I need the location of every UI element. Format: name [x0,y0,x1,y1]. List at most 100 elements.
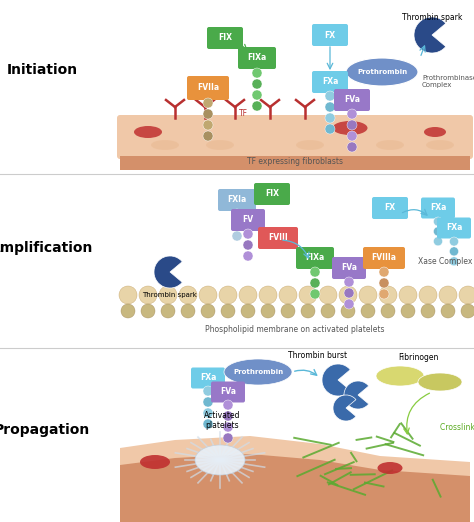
Circle shape [459,286,474,304]
Text: FXIa: FXIa [228,196,246,205]
Text: FV: FV [242,216,254,224]
Ellipse shape [151,140,179,150]
Text: FVIIa: FVIIa [197,84,219,92]
FancyBboxPatch shape [238,47,276,69]
Text: FXa: FXa [322,77,338,87]
Circle shape [243,240,253,250]
Circle shape [347,109,357,119]
Circle shape [379,267,389,277]
FancyBboxPatch shape [254,183,290,205]
FancyBboxPatch shape [191,367,225,388]
Circle shape [203,419,213,429]
Wedge shape [322,364,350,396]
Circle shape [301,304,315,318]
Text: Crosslinked fibrin: Crosslinked fibrin [440,423,474,433]
Circle shape [279,286,297,304]
Ellipse shape [134,126,162,138]
Circle shape [201,304,215,318]
Circle shape [421,304,435,318]
Circle shape [203,120,213,130]
Text: Thrombin spark: Thrombin spark [143,292,198,298]
Text: FIXa: FIXa [247,53,266,63]
Circle shape [119,286,137,304]
Circle shape [310,267,320,277]
Circle shape [379,286,397,304]
Circle shape [223,400,233,410]
Circle shape [181,304,195,318]
Text: FVa: FVa [341,264,357,272]
FancyBboxPatch shape [372,197,408,219]
Text: FVIII: FVIII [268,233,288,243]
Circle shape [219,286,237,304]
Circle shape [359,286,377,304]
Circle shape [199,286,217,304]
Circle shape [449,247,458,256]
Circle shape [461,304,474,318]
Text: FXa: FXa [430,204,446,212]
Text: Phospholipid membrane on activated platelets: Phospholipid membrane on activated plate… [205,326,385,335]
Circle shape [203,131,213,141]
Circle shape [232,220,242,230]
FancyBboxPatch shape [334,89,370,111]
FancyBboxPatch shape [218,189,256,211]
Circle shape [325,91,335,101]
Circle shape [434,237,443,246]
Text: FIX: FIX [265,189,279,198]
Circle shape [121,304,135,318]
Circle shape [243,229,253,239]
Circle shape [319,286,337,304]
FancyBboxPatch shape [312,24,348,46]
Circle shape [341,304,355,318]
Circle shape [203,109,213,119]
Circle shape [252,79,262,89]
Circle shape [347,131,357,141]
Circle shape [379,289,389,299]
Circle shape [252,68,262,78]
Circle shape [299,286,317,304]
FancyBboxPatch shape [363,247,405,269]
Circle shape [325,124,335,134]
Circle shape [434,217,443,226]
FancyBboxPatch shape [421,197,455,219]
Ellipse shape [332,121,367,135]
Circle shape [223,411,233,421]
Text: FX: FX [384,204,396,212]
Ellipse shape [418,373,462,391]
Circle shape [259,286,277,304]
Circle shape [361,304,375,318]
Circle shape [161,304,175,318]
Text: Amplification: Amplification [0,241,94,255]
FancyBboxPatch shape [231,209,265,231]
Text: FIXa: FIXa [305,254,325,263]
Circle shape [344,277,354,287]
Circle shape [379,278,389,288]
Circle shape [399,286,417,304]
Ellipse shape [376,140,404,150]
FancyBboxPatch shape [312,71,348,93]
Circle shape [203,408,213,418]
FancyBboxPatch shape [207,27,243,49]
Circle shape [252,101,262,111]
FancyBboxPatch shape [211,382,245,402]
Circle shape [243,251,253,261]
Circle shape [419,286,437,304]
Circle shape [381,304,395,318]
Bar [120,156,470,170]
Circle shape [221,304,235,318]
Circle shape [434,227,443,236]
Circle shape [441,304,455,318]
Circle shape [401,304,415,318]
Circle shape [232,209,242,219]
Circle shape [139,286,157,304]
Circle shape [321,304,335,318]
Text: FX: FX [324,30,336,40]
Circle shape [241,304,255,318]
Circle shape [203,386,213,396]
Circle shape [261,304,275,318]
Wedge shape [414,17,446,53]
Ellipse shape [195,445,245,475]
Circle shape [310,278,320,288]
Circle shape [223,433,233,443]
Circle shape [449,237,458,246]
Circle shape [141,304,155,318]
